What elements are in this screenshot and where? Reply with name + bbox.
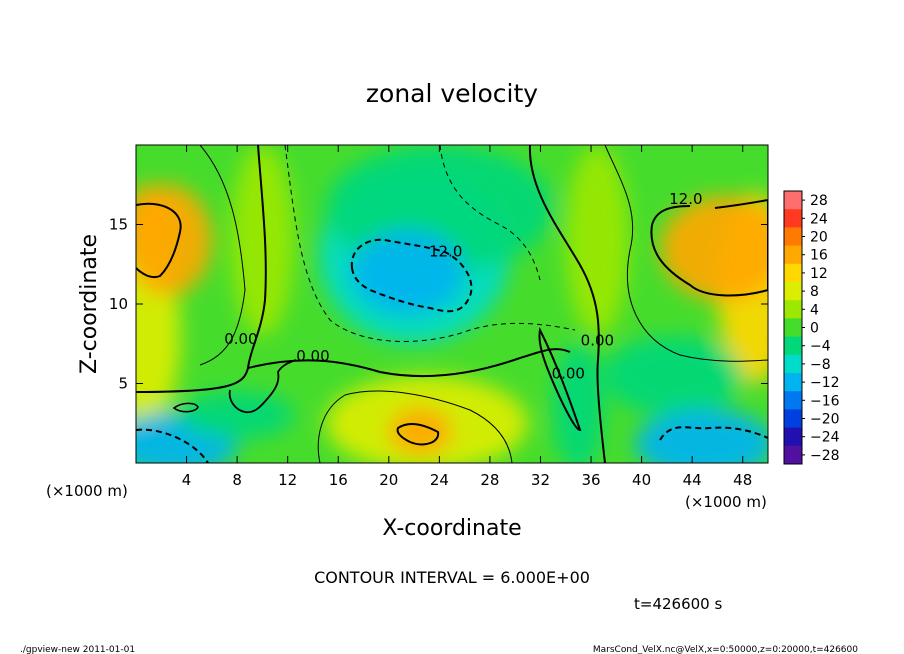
colorbar-segment-8 bbox=[784, 336, 802, 356]
field-blob-11 bbox=[635, 408, 768, 463]
y-axis: 5 10 15 bbox=[109, 216, 768, 393]
chart-title: zonal velocity bbox=[366, 79, 538, 108]
colorbar-segment-10 bbox=[784, 373, 802, 392]
colorbar-label-10: −12 bbox=[810, 375, 840, 391]
x-tick-label-5: 24 bbox=[430, 471, 449, 489]
contour-interval-text: CONTOUR INTERVAL = 6.000E+00 bbox=[314, 568, 590, 587]
x-tick-label-7: 32 bbox=[531, 471, 550, 489]
y-tick-label-0: 5 bbox=[118, 375, 128, 393]
colorbar-segment-13 bbox=[784, 427, 802, 447]
x-tick-label-3: 16 bbox=[329, 471, 348, 489]
contour-label-4: 0.00 bbox=[581, 331, 614, 349]
colorbar-segment-7 bbox=[784, 318, 802, 338]
x-unit-left: (×1000 m) bbox=[46, 482, 128, 500]
colorbar-segment-6 bbox=[784, 300, 802, 319]
colorbar-label-14: −28 bbox=[810, 448, 840, 464]
field-blob-5 bbox=[660, 195, 768, 301]
field-blob-15 bbox=[136, 184, 174, 265]
contour-labels: 12.0 12.0 0.00 0.00 0.00 0.00 bbox=[224, 190, 702, 383]
field-blob-13 bbox=[553, 343, 604, 463]
colorbar: 28 24 20 16 12 8 4 0 −4 −8 −12 −16 −20 −24 −28 bbox=[783, 190, 840, 465]
y-tick-label-2: 15 bbox=[109, 216, 128, 234]
colorbar-label-8: −4 bbox=[810, 339, 831, 355]
colorbar-segment-9 bbox=[784, 354, 802, 374]
contour-lines bbox=[136, 145, 768, 463]
contour-6-thin-bottom bbox=[317, 390, 513, 463]
colorbar-segment-0 bbox=[784, 191, 802, 210]
colorbar-label-12: −20 bbox=[810, 412, 840, 428]
contour-12-left bbox=[136, 202, 182, 278]
footer-right: MarsCond_VelX.nc@VelX,x=0:50000,z=0:2000… bbox=[593, 645, 858, 654]
colorbar-segment-3 bbox=[784, 245, 802, 265]
x-tick-label-4: 20 bbox=[379, 471, 398, 489]
contour-zero-mid bbox=[247, 348, 571, 378]
time-label: t=426600 s bbox=[634, 595, 722, 613]
contour-label-3: 0.00 bbox=[296, 347, 329, 365]
contour-small-left bbox=[172, 402, 199, 413]
colorbar-label-6: 4 bbox=[810, 302, 819, 318]
colorbar-segment-5 bbox=[784, 282, 802, 301]
field-blob-8 bbox=[603, 335, 743, 416]
colorbar-segment-1 bbox=[784, 209, 802, 228]
contour-neg6-upper bbox=[284, 145, 576, 342]
colorbar-label-0: 28 bbox=[810, 193, 828, 209]
footer-left: ./gpview-new 2011-01-01 bbox=[20, 645, 135, 654]
contour-zero-lens bbox=[538, 326, 582, 432]
field-layer bbox=[136, 145, 768, 463]
contour-zero-left bbox=[136, 145, 267, 393]
colorbar-label-9: −8 bbox=[810, 357, 831, 373]
x-axis: 4 8 12 16 20 24 28 32 36 40 44 48 bbox=[182, 145, 752, 489]
colorbar-segment-11 bbox=[784, 391, 802, 410]
colorbar-label-1: 24 bbox=[810, 211, 828, 227]
colorbar-segment-4 bbox=[784, 263, 802, 283]
colorbar-label-3: 16 bbox=[810, 248, 828, 264]
contour-zero-right bbox=[528, 145, 606, 463]
x-tick-label-0: 4 bbox=[182, 471, 192, 489]
x-tick-label-2: 12 bbox=[278, 471, 297, 489]
field-blob-6 bbox=[230, 145, 294, 336]
contour-neg6-top bbox=[439, 145, 541, 281]
x-tick-label-10: 44 bbox=[683, 471, 702, 489]
field-blob-10 bbox=[350, 229, 465, 316]
contour-label-2: 0.00 bbox=[224, 330, 257, 348]
contour-6-thin-right bbox=[604, 145, 768, 362]
x-tick-label-6: 28 bbox=[480, 471, 499, 489]
colorbar-label-5: 8 bbox=[810, 284, 819, 300]
field-blob-16 bbox=[388, 407, 452, 456]
field-blob-14 bbox=[180, 391, 294, 440]
x-axis-label: X-coordinate bbox=[382, 516, 521, 541]
contour-neg12-cyan bbox=[350, 238, 473, 313]
contour-neg12-bottom-right bbox=[659, 426, 768, 441]
y-tick-label-1: 10 bbox=[109, 295, 128, 313]
colorbar-label-2: 20 bbox=[810, 230, 828, 246]
x-tick-label-9: 40 bbox=[632, 471, 651, 489]
colorbar-label-7: 0 bbox=[810, 321, 819, 337]
x-tick-label-1: 8 bbox=[232, 471, 242, 489]
plot-area: 12.0 12.0 0.00 0.00 0.00 0.00 bbox=[135, 144, 769, 464]
colorbar-segment-14 bbox=[784, 445, 802, 465]
contour-12-right bbox=[650, 198, 768, 297]
colorbar-label-4: 12 bbox=[810, 266, 828, 282]
colorbar-segment-2 bbox=[784, 227, 802, 247]
contour-zero-wiggle bbox=[228, 359, 297, 414]
y-axis-label: Z-coordinate bbox=[77, 234, 102, 374]
x-tick-label-11: 48 bbox=[733, 471, 752, 489]
contour-label-5: 0.00 bbox=[552, 365, 585, 383]
colorbar-label-11: −16 bbox=[810, 393, 840, 409]
colorbar-label-13: −24 bbox=[810, 430, 840, 446]
contour-12-small bbox=[396, 422, 440, 446]
contour-label-0: 12.0 bbox=[669, 190, 702, 208]
colorbar-segment-12 bbox=[784, 409, 802, 429]
field-blob-7 bbox=[565, 145, 629, 336]
contour-label-1: 12.0 bbox=[429, 242, 462, 260]
x-unit-right: (×1000 m) bbox=[685, 493, 767, 511]
x-tick-label-8: 36 bbox=[581, 471, 600, 489]
contour-6-thin-left bbox=[199, 145, 246, 366]
